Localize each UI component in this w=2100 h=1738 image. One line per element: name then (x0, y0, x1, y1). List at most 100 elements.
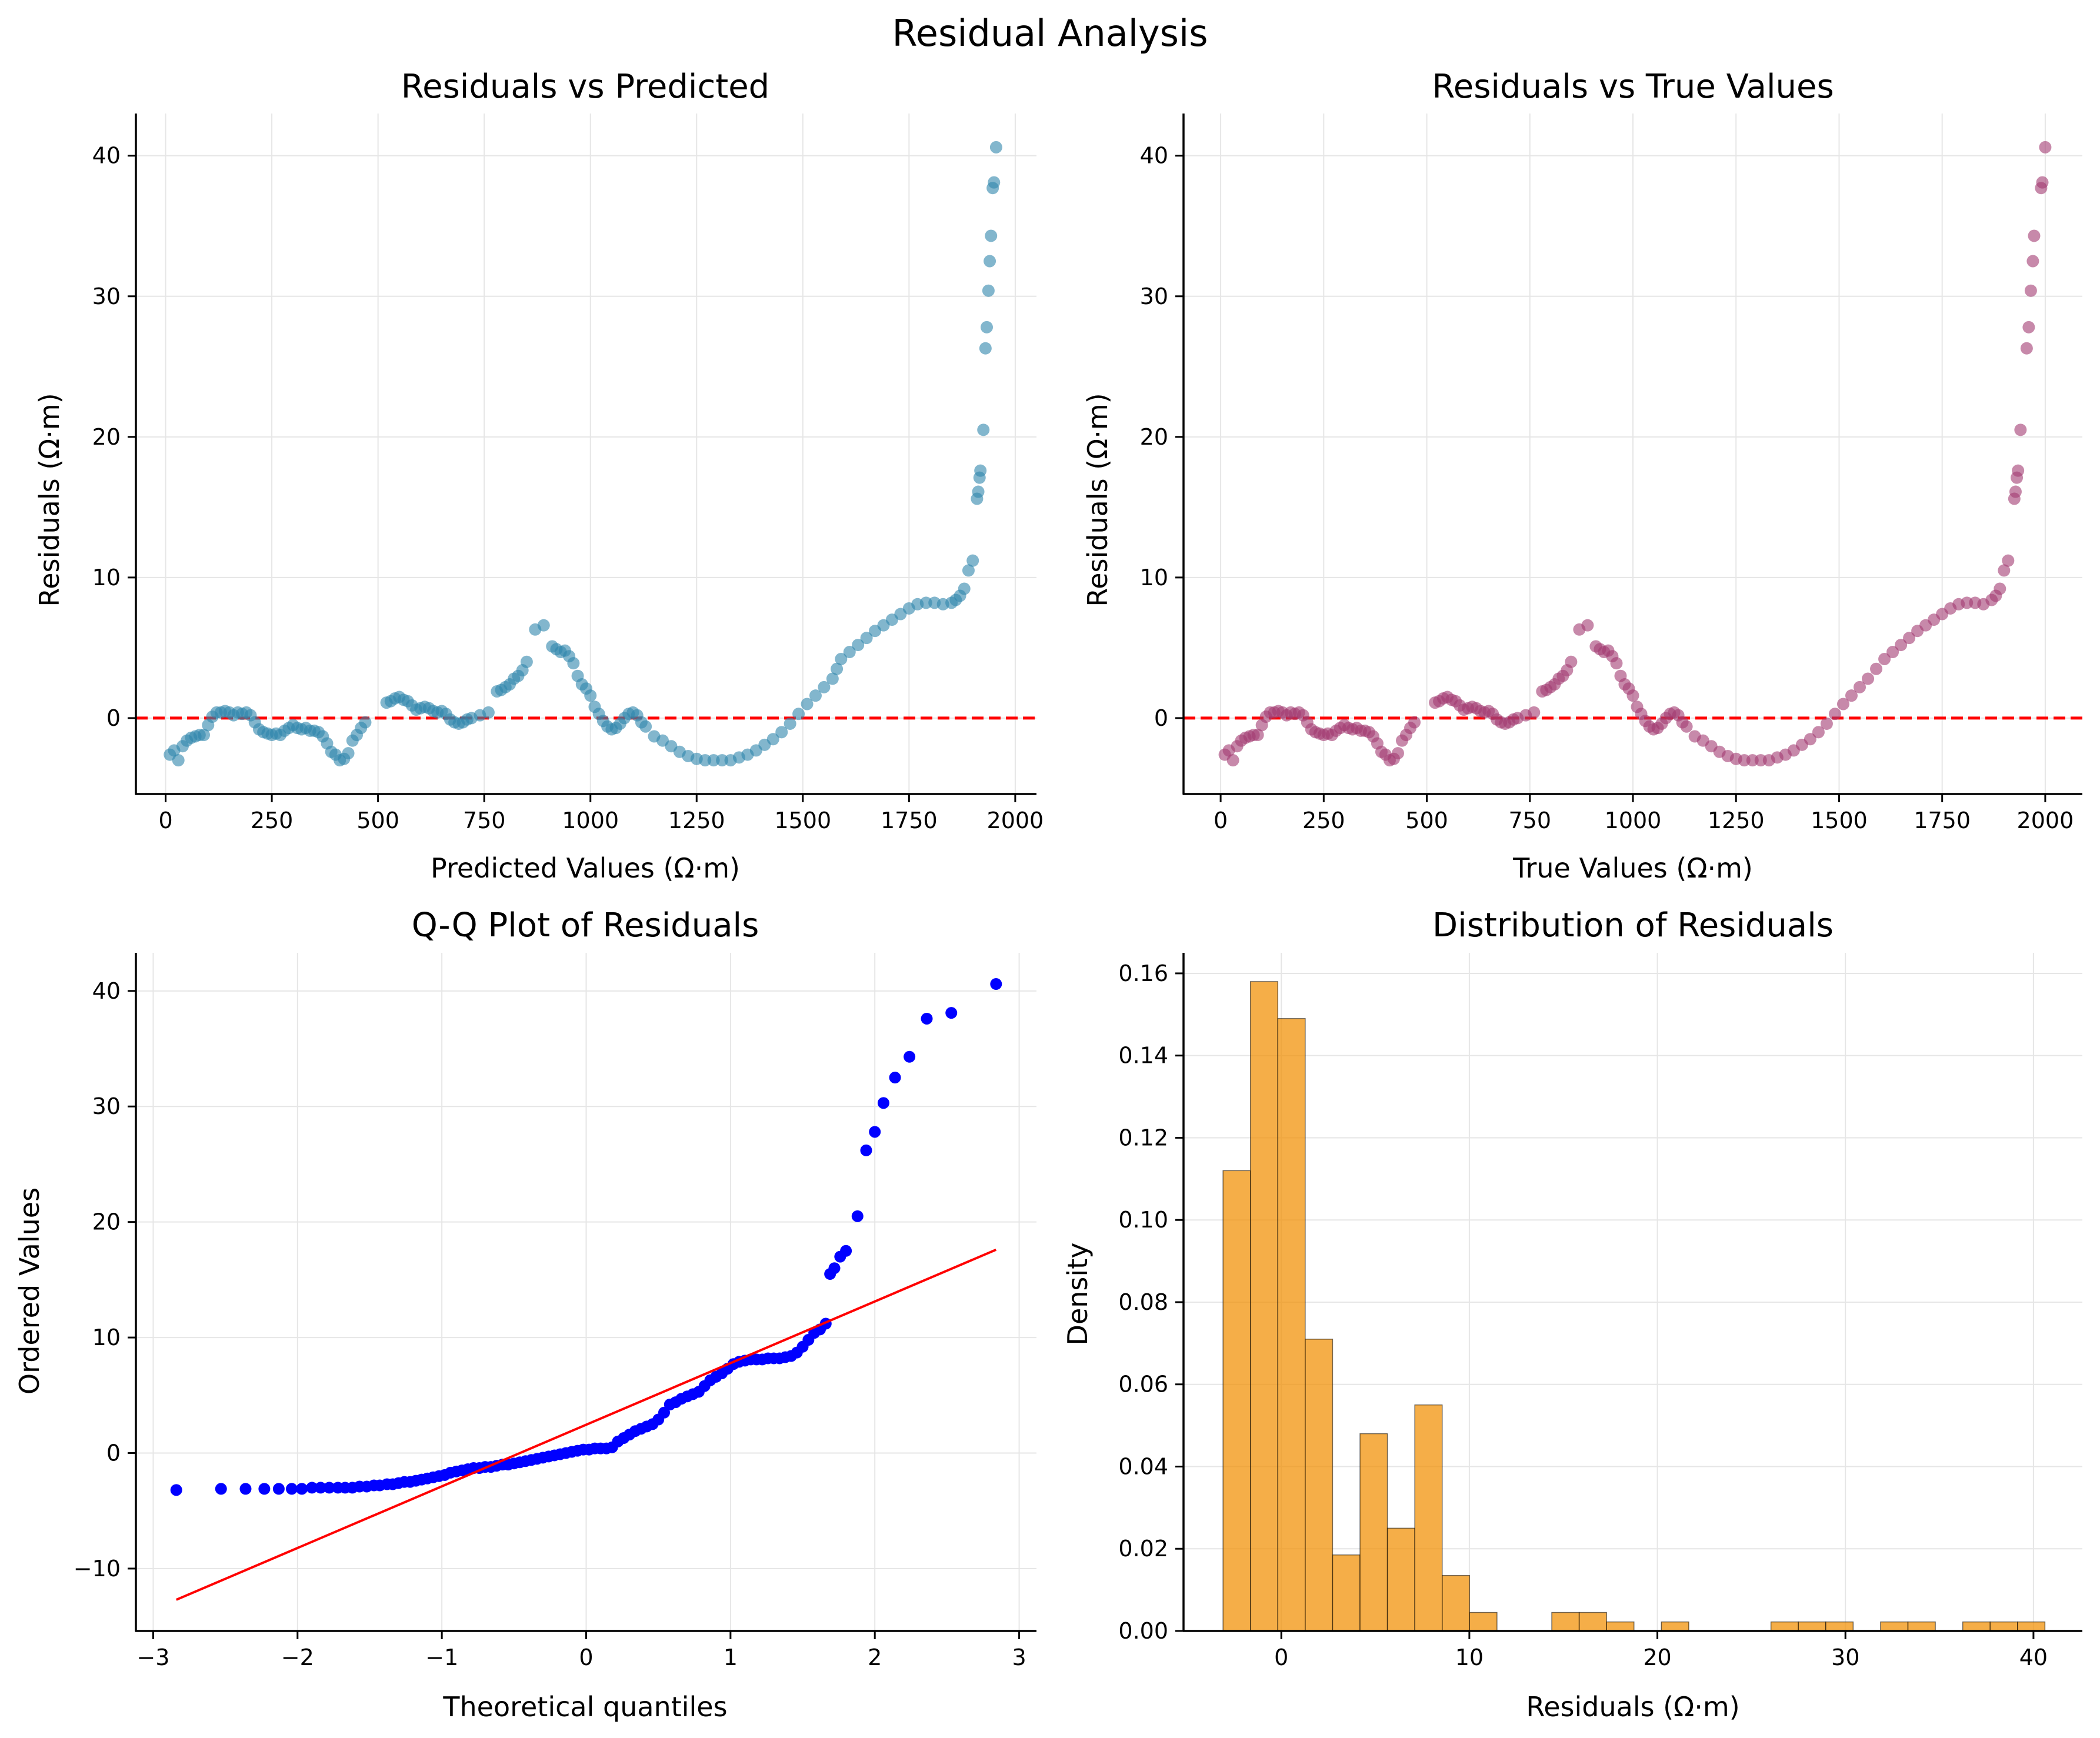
x-axis-label: Predicted Values (Ω·m) (431, 852, 740, 884)
x-tick-label: 1250 (668, 808, 725, 833)
data-point (835, 653, 848, 666)
data-point (840, 1245, 852, 1257)
residual-histogram-panel: Distribution of Residuals Residuals (Ω·m… (1062, 906, 2082, 1723)
data-point (1626, 689, 1639, 702)
data-point (1226, 754, 1239, 767)
data-point (1610, 657, 1623, 670)
y-tick-label: 20 (1140, 424, 1168, 450)
histogram-bar (1277, 1018, 1306, 1632)
data-point (852, 639, 865, 652)
data-point (826, 672, 839, 685)
data-point (315, 1482, 327, 1494)
data-point (520, 655, 533, 668)
data-points (1218, 141, 2052, 767)
data-point (306, 1482, 318, 1494)
data-point (2024, 284, 2037, 297)
residuals-vs-true-panel: Residuals vs True Values True Values (Ω·… (1082, 68, 2082, 884)
data-point (784, 717, 796, 730)
x-tick-label: 500 (1405, 808, 1448, 833)
data-point (323, 1482, 335, 1494)
y-tick-label: 10 (92, 1325, 121, 1350)
qq-plot-panel: Q-Q Plot of Residuals Theoretical quanti… (14, 906, 1036, 1723)
x-tick-label: −2 (281, 1644, 314, 1670)
histogram-bar (1962, 1621, 1991, 1632)
grid (136, 114, 1036, 794)
data-point (1820, 717, 1833, 730)
histogram-bar (1907, 1621, 1936, 1632)
data-point (2009, 485, 2022, 498)
histogram-bar (1578, 1612, 1607, 1632)
data-point (537, 619, 550, 632)
data-point (1251, 729, 1264, 742)
data-point (285, 1483, 298, 1495)
data-point (2012, 464, 2025, 477)
histogram-bar (1469, 1612, 1498, 1632)
x-tick-label: 2000 (987, 808, 1044, 833)
histogram-bar (1441, 1574, 1471, 1632)
y-tick-label: 30 (1140, 283, 1168, 309)
data-point (567, 657, 580, 670)
x-tick-label: 2 (868, 1644, 882, 1670)
x-tick-label: 500 (356, 808, 399, 833)
x-tick-label: 1750 (1914, 808, 1971, 833)
y-axis-label: Density (1062, 1243, 1094, 1346)
data-point (919, 596, 932, 609)
y-tick-label: 30 (92, 1093, 121, 1119)
y-tick-label: 40 (92, 978, 121, 1004)
y-tick-label: 0.06 (1118, 1372, 1168, 1397)
data-point (990, 978, 1002, 990)
data-point (860, 1144, 872, 1156)
data-point (215, 1483, 227, 1495)
data-point (1581, 619, 1594, 632)
x-tick-label: 750 (1509, 808, 1552, 833)
residuals-vs-predicted-panel: Residuals vs Predicted Predicted Values … (34, 68, 1044, 884)
panel-title: Q-Q Plot of Residuals (412, 906, 759, 945)
histogram-bar (1770, 1621, 1799, 1632)
x-tick-label: 3 (1012, 1644, 1026, 1670)
y-tick-label: 0.16 (1118, 960, 1168, 986)
histogram-bar (1414, 1404, 1443, 1632)
y-tick-label: 20 (92, 1209, 121, 1235)
data-point (639, 720, 652, 733)
data-point (818, 680, 831, 693)
data-point (985, 229, 998, 242)
data-point (1680, 720, 1693, 733)
x-tick-label: 0 (158, 808, 172, 833)
x-tick-label: 1750 (881, 808, 938, 833)
data-point (1828, 708, 1841, 720)
histogram-bar (1222, 1170, 1251, 1632)
data-point (972, 485, 985, 498)
data-point (966, 554, 979, 567)
data-point (1862, 672, 1875, 685)
histogram-bar (1989, 1621, 2018, 1632)
data-point (1408, 716, 1421, 729)
data-point (1391, 747, 1404, 760)
x-tick-label: 1000 (1605, 808, 1662, 833)
y-tick-label: 0.12 (1118, 1125, 1168, 1150)
x-axis-label: True Values (Ω·m) (1512, 852, 1753, 884)
data-point (982, 284, 995, 297)
data-point (2036, 176, 2049, 189)
data-point (860, 632, 873, 645)
data-point (1836, 698, 1849, 710)
data-point (828, 1262, 841, 1275)
data-point (2039, 141, 2052, 154)
panel-title: Residuals vs Predicted (401, 68, 769, 106)
data-point (988, 176, 1001, 189)
x-tick-label: 40 (2019, 1644, 2048, 1670)
y-tick-label: 10 (92, 565, 121, 591)
data-point (296, 1483, 308, 1495)
data-point (2026, 255, 2039, 268)
data-point (766, 733, 779, 746)
y-tick-label: 0.00 (1118, 1618, 1168, 1644)
data-point (170, 1484, 182, 1496)
data-point (974, 464, 987, 477)
data-point (258, 1483, 271, 1495)
y-tick-label: 20 (92, 424, 121, 450)
x-axis-label: Residuals (Ω·m) (1526, 1691, 1739, 1723)
data-point (342, 747, 355, 760)
y-tick-label: 0.02 (1118, 1536, 1168, 1562)
x-tick-label: 1000 (562, 808, 619, 833)
data-point (945, 1007, 958, 1019)
data-point (584, 689, 597, 702)
